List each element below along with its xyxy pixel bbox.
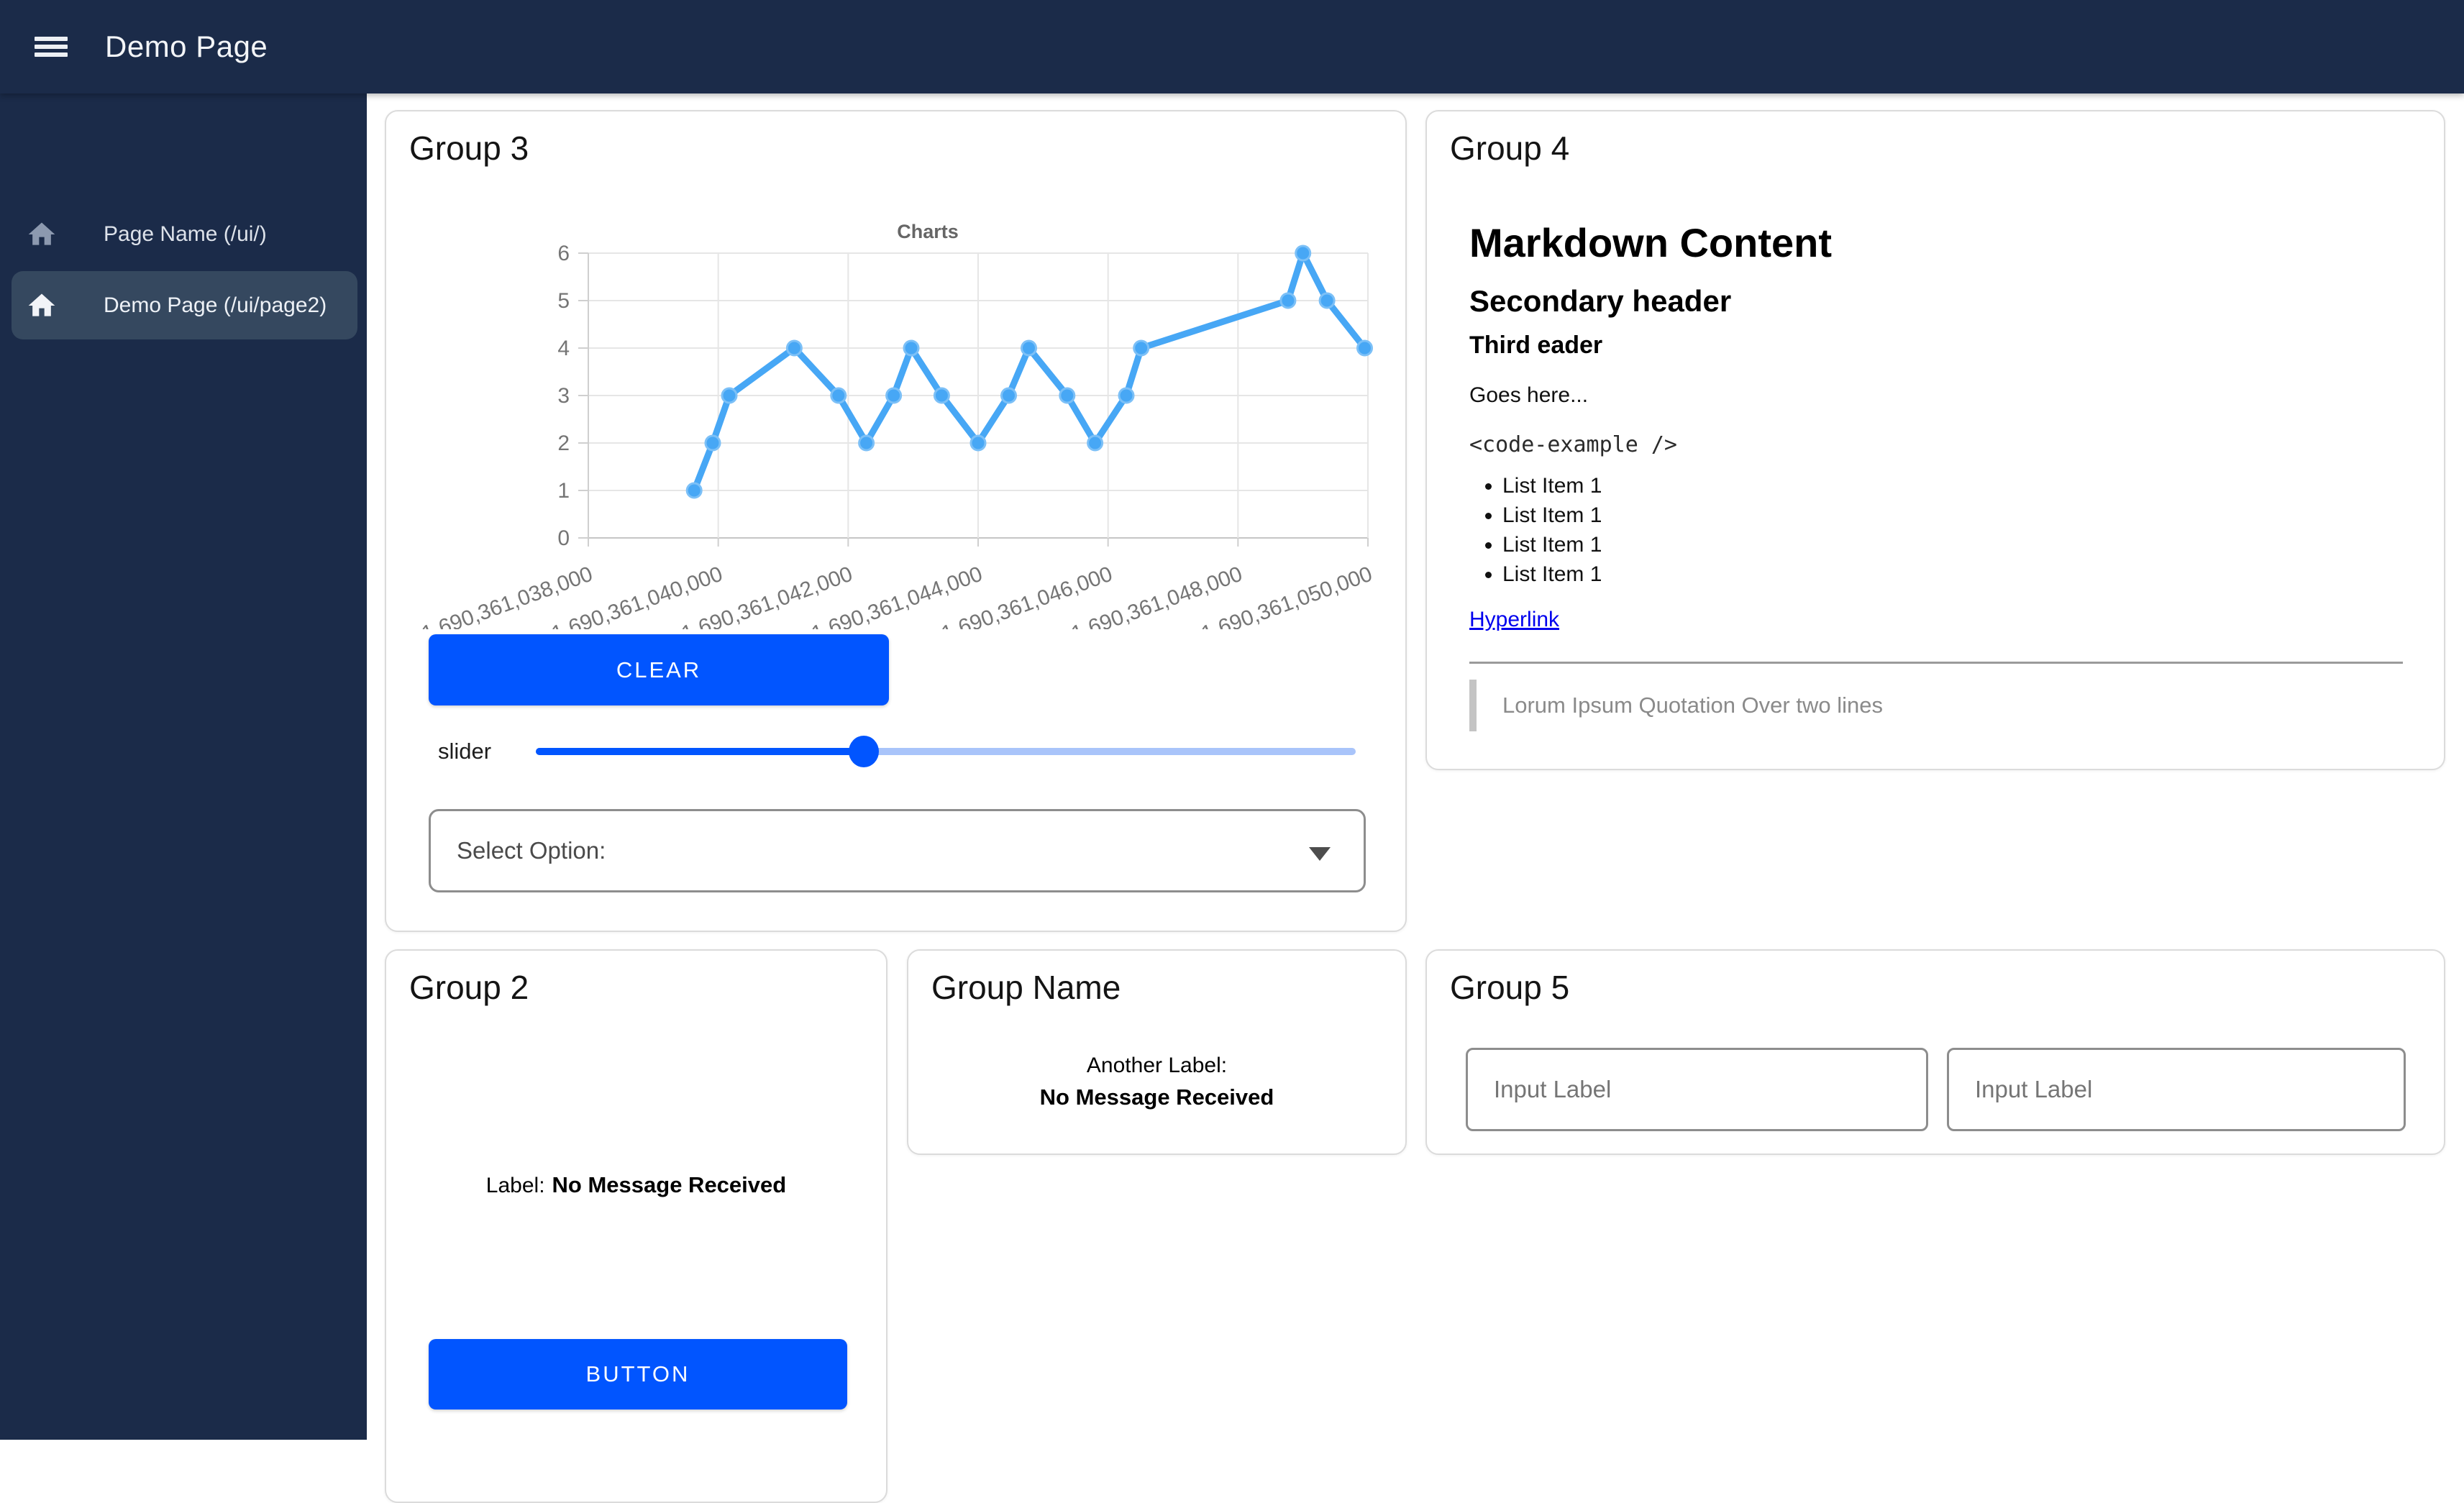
sidebar-item-label: Page Name (/ui/) <box>104 221 267 246</box>
sidebar-item-page-name[interactable]: Page Name (/ui/) <box>12 200 357 268</box>
markdown-h1: Markdown Content <box>1469 220 1832 265</box>
slider-row: slider <box>386 736 1408 767</box>
hamburger-bar <box>35 45 68 49</box>
list-item: List Item 1 <box>1502 501 1602 530</box>
group5-title: Group 5 <box>1450 969 1570 1006</box>
svg-text:4: 4 <box>557 337 570 360</box>
group3-title: Group 3 <box>409 129 529 167</box>
slider-thumb[interactable] <box>849 736 879 767</box>
line-chart: 01234561,690,361,038,0001,690,361,040,00… <box>419 221 1375 629</box>
markdown-h3: Third eader <box>1469 332 1603 359</box>
message-value: No Message Received <box>552 1172 787 1197</box>
hyperlink[interactable]: Hyperlink <box>1469 608 1560 631</box>
hamburger-bar <box>35 52 68 57</box>
list-item: List Item 1 <box>1502 559 1602 589</box>
list-item: List Item 1 <box>1502 530 1602 559</box>
slider-label: slider <box>438 739 492 764</box>
markdown-paragraph: Goes here... <box>1469 383 1589 407</box>
home-icon <box>26 219 58 250</box>
markdown-code: <code-example /> <box>1469 432 1677 457</box>
svg-text:2: 2 <box>557 431 570 455</box>
svg-text:3: 3 <box>557 384 570 408</box>
group-name-title: Group Name <box>931 969 1121 1006</box>
svg-text:0: 0 <box>557 526 570 550</box>
svg-text:6: 6 <box>557 242 570 265</box>
markdown-list: List Item 1List Item 1List Item 1List It… <box>1469 471 1602 589</box>
select-label: Select Option: <box>457 837 606 864</box>
group4-card: Group 4 Markdown Content Secondary heade… <box>1425 110 2445 770</box>
appbar: Demo Page <box>0 0 2464 93</box>
group4-title: Group 4 <box>1450 129 1570 167</box>
home-icon <box>26 290 58 321</box>
svg-text:1: 1 <box>557 479 570 503</box>
hamburger-bar <box>35 37 68 41</box>
slider-fill <box>536 748 864 755</box>
group2-title: Group 2 <box>409 969 529 1006</box>
divider <box>1469 662 2403 664</box>
blockquote: Lorum Ipsum Quotation Over two lines <box>1469 680 1883 731</box>
svg-text:Charts: Charts <box>897 221 959 242</box>
sidebar-item-label: Demo Page (/ui/page2) <box>104 293 327 317</box>
svg-text:5: 5 <box>557 289 570 313</box>
group2-card: Group 2 Label: No Message Received BUTTON <box>385 949 888 1503</box>
markdown-content: Markdown Content Secondary header Third … <box>1469 111 2403 769</box>
group2-button[interactable]: BUTTON <box>429 1339 847 1410</box>
input-field-1[interactable] <box>1466 1048 1928 1131</box>
another-label-value: No Message Received <box>1039 1084 1274 1110</box>
hamburger-menu-icon[interactable] <box>35 37 68 57</box>
group2-message-line: Label: No Message Received <box>386 1172 886 1198</box>
another-label: Another Label: <box>1086 1054 1228 1077</box>
chevron-down-icon <box>1309 847 1331 861</box>
app-title: Demo Page <box>105 29 268 63</box>
slider[interactable] <box>536 736 1356 767</box>
list-item: List Item 1 <box>1502 471 1602 501</box>
sidebar: Page Name (/ui/) Demo Page (/ui/page2) <box>0 93 367 1440</box>
group5-card: Group 5 <box>1425 949 2445 1155</box>
message-label: Label: <box>485 1174 545 1197</box>
clear-button[interactable]: CLEAR <box>429 634 889 705</box>
group3-card: Group 3 0 1 2 3 4 5 6 1,690,361,038,000 1,690,36… <box>385 110 1407 932</box>
select-option-dropdown[interactable]: Select Option: <box>429 809 1366 892</box>
sidebar-item-demo-page[interactable]: Demo Page (/ui/page2) <box>12 271 357 339</box>
group-name-card: Group Name Another Label: No Message Rec… <box>907 949 1407 1155</box>
input-field-2[interactable] <box>1947 1048 2406 1131</box>
markdown-h2: Secondary header <box>1469 284 1732 318</box>
